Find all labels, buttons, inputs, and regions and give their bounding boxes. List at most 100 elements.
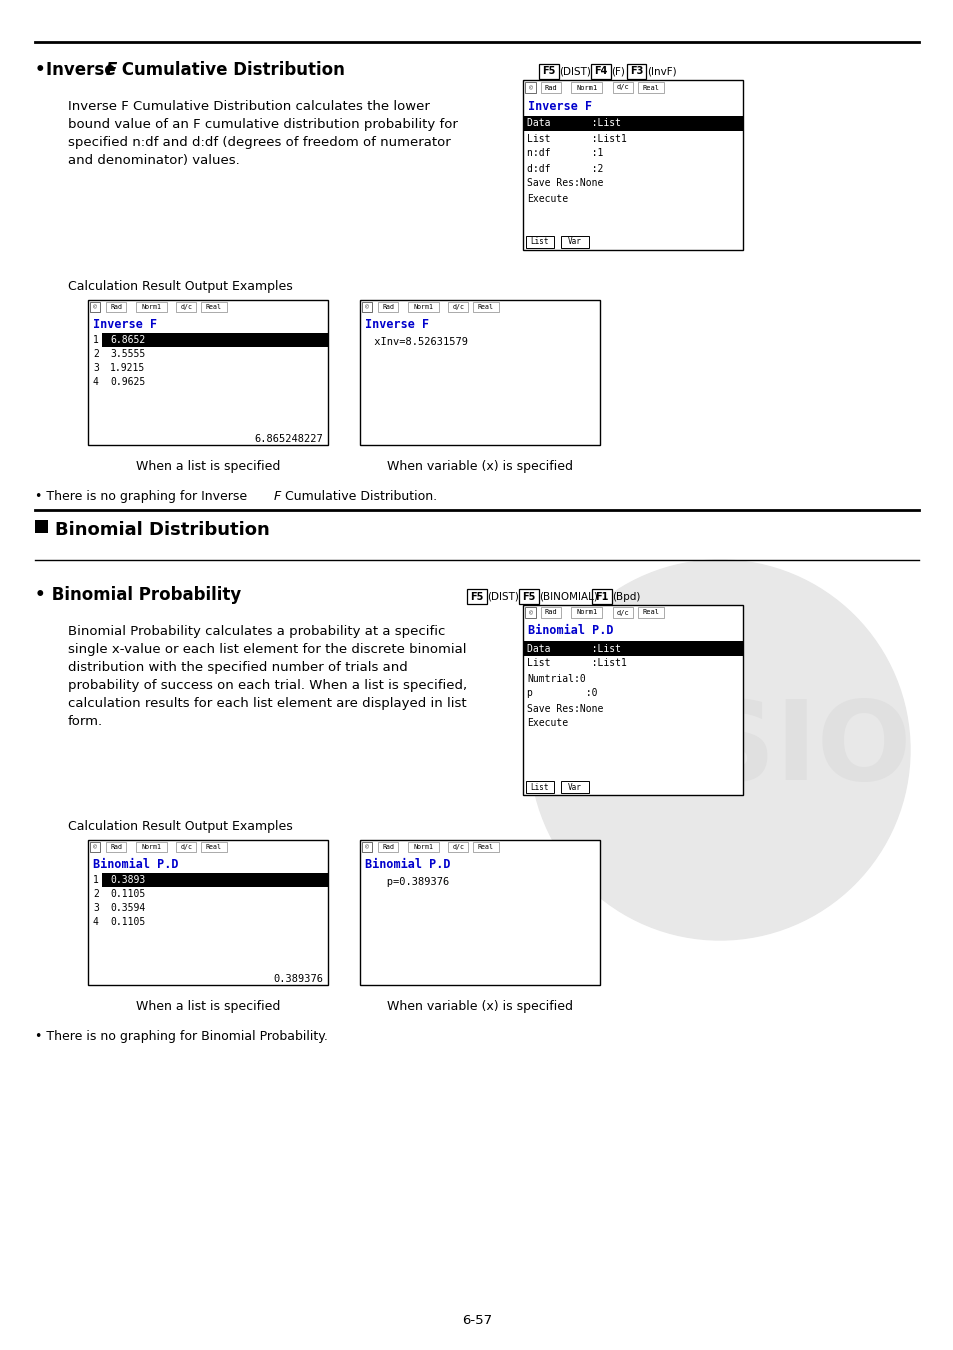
Text: • There is no graphing for Inverse: • There is no graphing for Inverse bbox=[35, 490, 251, 504]
Text: d/c: d/c bbox=[452, 304, 464, 310]
FancyBboxPatch shape bbox=[538, 65, 558, 78]
Text: 2: 2 bbox=[92, 350, 99, 359]
Text: (Bpd): (Bpd) bbox=[611, 591, 639, 602]
Bar bbox=[408, 302, 439, 312]
Bar bbox=[35, 520, 48, 533]
Text: Real: Real bbox=[477, 844, 494, 850]
Text: p=0.389376: p=0.389376 bbox=[368, 878, 449, 887]
Bar bbox=[540, 82, 561, 93]
Bar bbox=[638, 608, 663, 618]
Text: List: List bbox=[530, 783, 549, 791]
Bar bbox=[136, 302, 168, 312]
Text: F1: F1 bbox=[595, 591, 608, 602]
FancyBboxPatch shape bbox=[592, 589, 611, 603]
Bar bbox=[560, 236, 588, 248]
Text: Numtrial:0: Numtrial:0 bbox=[526, 674, 585, 683]
Bar bbox=[359, 840, 599, 986]
Text: Real: Real bbox=[641, 85, 659, 90]
Text: xInv=8.52631579: xInv=8.52631579 bbox=[368, 338, 468, 347]
Text: F: F bbox=[106, 61, 117, 80]
Text: F4: F4 bbox=[594, 66, 607, 77]
Bar bbox=[525, 782, 554, 792]
FancyBboxPatch shape bbox=[626, 65, 646, 78]
Text: When variable (x) is specified: When variable (x) is specified bbox=[387, 1000, 573, 1012]
Text: specified n:df and d:df (degrees of freedom of numerator: specified n:df and d:df (degrees of free… bbox=[68, 136, 450, 148]
Bar bbox=[102, 873, 328, 887]
Text: calculation results for each list element are displayed in list: calculation results for each list elemen… bbox=[68, 697, 466, 710]
Bar bbox=[522, 80, 742, 250]
Text: 0.389376: 0.389376 bbox=[273, 973, 323, 984]
Text: Rad: Rad bbox=[111, 304, 122, 310]
Bar bbox=[613, 82, 633, 93]
Text: p         :0: p :0 bbox=[526, 688, 597, 698]
Bar bbox=[102, 333, 328, 347]
Text: 3: 3 bbox=[92, 903, 99, 913]
Bar bbox=[408, 842, 439, 852]
Text: probability of success on each trial. When a list is specified,: probability of success on each trial. Wh… bbox=[68, 679, 467, 693]
Text: single x-value or each list element for the discrete binomial: single x-value or each list element for … bbox=[68, 643, 466, 656]
Text: Norm1: Norm1 bbox=[142, 844, 162, 850]
Text: d:df       :2: d:df :2 bbox=[526, 163, 602, 174]
FancyBboxPatch shape bbox=[590, 65, 610, 78]
Text: F5: F5 bbox=[521, 591, 535, 602]
Bar bbox=[377, 842, 398, 852]
Text: 1: 1 bbox=[92, 335, 99, 346]
Text: Var: Var bbox=[567, 783, 581, 791]
Text: Inverse F Cumulative Distribution calculates the lower: Inverse F Cumulative Distribution calcul… bbox=[68, 100, 430, 113]
Text: Cumulative Distribution: Cumulative Distribution bbox=[116, 61, 345, 80]
Bar bbox=[201, 302, 227, 312]
Text: •: • bbox=[35, 586, 46, 603]
Text: 0.1105: 0.1105 bbox=[110, 890, 145, 899]
Bar bbox=[638, 82, 663, 93]
Text: and denominator) values.: and denominator) values. bbox=[68, 154, 239, 167]
Text: Execute: Execute bbox=[526, 193, 568, 204]
Text: @: @ bbox=[365, 305, 369, 309]
Text: Norm1: Norm1 bbox=[414, 304, 434, 310]
Bar bbox=[571, 82, 602, 93]
Bar bbox=[522, 605, 742, 795]
Text: Rad: Rad bbox=[382, 304, 394, 310]
Text: Norm1: Norm1 bbox=[414, 844, 434, 850]
Bar bbox=[473, 842, 498, 852]
Text: When a list is specified: When a list is specified bbox=[135, 1000, 280, 1012]
Bar bbox=[201, 842, 227, 852]
Text: Data       :List: Data :List bbox=[526, 644, 620, 653]
Text: Save Res:None: Save Res:None bbox=[526, 178, 602, 189]
Bar bbox=[560, 782, 588, 792]
Text: 4: 4 bbox=[92, 377, 99, 387]
Bar bbox=[377, 302, 398, 312]
Text: Rad: Rad bbox=[544, 609, 558, 616]
Bar bbox=[525, 236, 554, 248]
Text: 0.3893: 0.3893 bbox=[110, 875, 145, 886]
Text: distribution with the specified number of trials and: distribution with the specified number o… bbox=[68, 662, 407, 674]
Text: Binomial P.D: Binomial P.D bbox=[365, 857, 450, 871]
Bar bbox=[448, 302, 468, 312]
Text: (InvF): (InvF) bbox=[646, 66, 676, 77]
Text: 6.865248227: 6.865248227 bbox=[254, 433, 323, 444]
Text: @: @ bbox=[528, 85, 532, 90]
Bar bbox=[361, 302, 372, 312]
Text: Rad: Rad bbox=[382, 844, 394, 850]
Text: 0.9625: 0.9625 bbox=[110, 377, 145, 387]
Text: 3: 3 bbox=[92, 363, 99, 373]
Text: • There is no graphing for Binomial Probability.: • There is no graphing for Binomial Prob… bbox=[35, 1030, 328, 1044]
Text: d/c: d/c bbox=[617, 609, 629, 616]
Text: d/c: d/c bbox=[180, 844, 193, 850]
Text: Inverse: Inverse bbox=[46, 61, 121, 80]
Text: 3.5555: 3.5555 bbox=[110, 350, 145, 359]
Text: bound value of an F cumulative distribution probability for: bound value of an F cumulative distribut… bbox=[68, 117, 457, 131]
Text: Cumulative Distribution.: Cumulative Distribution. bbox=[281, 490, 436, 504]
Text: 6-57: 6-57 bbox=[461, 1314, 492, 1327]
Text: (DIST): (DIST) bbox=[558, 66, 590, 77]
Circle shape bbox=[530, 560, 909, 940]
Text: Real: Real bbox=[641, 609, 659, 616]
Text: Binomial Probability: Binomial Probability bbox=[46, 586, 241, 603]
Bar bbox=[524, 608, 536, 618]
Text: When a list is specified: When a list is specified bbox=[135, 460, 280, 472]
Text: Calculation Result Output Examples: Calculation Result Output Examples bbox=[68, 819, 293, 833]
Text: @: @ bbox=[93, 305, 97, 309]
Text: F5: F5 bbox=[541, 66, 555, 77]
Text: @: @ bbox=[365, 845, 369, 849]
Text: 0.3594: 0.3594 bbox=[110, 903, 145, 913]
Bar bbox=[524, 82, 536, 93]
